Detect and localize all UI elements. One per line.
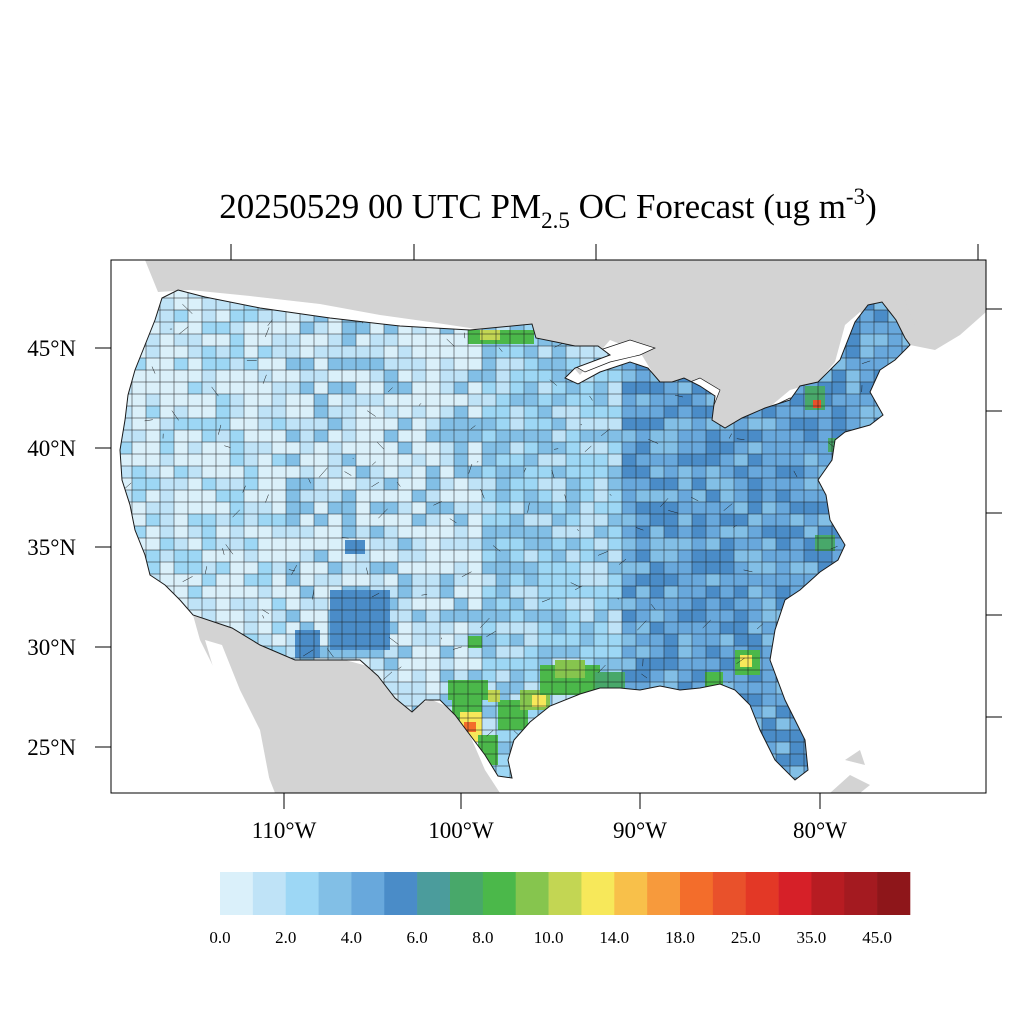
colorbar-swatch [450, 872, 484, 915]
colorbar-swatch [482, 872, 517, 915]
colorbar-tick-label: 35.0 [797, 928, 827, 947]
colorbar-tick-label: 2.0 [275, 928, 296, 947]
title-superscript: -3 [846, 184, 865, 209]
colorbar-swatch [515, 872, 549, 915]
lon-label-100w: 100°W [428, 818, 494, 843]
colorbar-swatch [220, 872, 254, 915]
colorbar-tick-label: 0.0 [209, 928, 230, 947]
title-subscript: 2.5 [541, 208, 570, 233]
mexico-landmass [193, 615, 500, 793]
colorbar-swatch [384, 872, 418, 915]
colorbar-swatch [318, 872, 352, 915]
colorbar-swatch [745, 872, 779, 915]
canada-landmass [145, 260, 986, 458]
longitude-labels: 110°W 100°W 90°W 80°W [252, 818, 848, 843]
colorbar-swatch [844, 872, 878, 915]
colorbar-swatch [647, 872, 681, 915]
colorbar-tick-label: 8.0 [472, 928, 493, 947]
colorbar-swatch [581, 872, 615, 915]
left-ticks [95, 347, 111, 748]
colorbar-swatch [877, 872, 911, 915]
colorbar-swatch [252, 872, 287, 915]
colorbar-tick-label: 45.0 [862, 928, 892, 947]
colorbar-swatch [811, 872, 845, 915]
latitude-labels: 25°N 30°N 35°N 40°N 45°N [27, 336, 76, 760]
lat-label-45: 45°N [27, 336, 76, 361]
bottom-ticks [283, 793, 821, 809]
colorbar-swatch [712, 872, 747, 915]
top-ticks [230, 244, 979, 260]
lat-label-40: 40°N [27, 436, 76, 461]
baja-water [205, 640, 272, 793]
colorbar-swatch [548, 872, 582, 915]
colorbar-swatch [614, 872, 648, 915]
colorbar-tick-label: 10.0 [534, 928, 564, 947]
colorbar-tick-label: 18.0 [665, 928, 695, 947]
lon-label-90w: 90°W [613, 818, 667, 843]
map-panel [111, 260, 986, 793]
colorbar-swatch [778, 872, 812, 915]
colorbar-tick-label: 4.0 [341, 928, 362, 947]
island-landmass [925, 270, 980, 300]
lat-label-35: 35°N [27, 535, 76, 560]
colorbar-tick-label: 6.0 [406, 928, 427, 947]
lon-label-80w: 80°W [793, 818, 847, 843]
colorbar-labels: 0.0 2.0 4.0 6.0 8.0 10.0 14.0 18.0 25.0 35.0 45.0 [209, 928, 892, 947]
right-ticks [986, 308, 1002, 718]
colorbar-swatch [285, 872, 319, 915]
caribbean-landmass [830, 750, 870, 793]
map-frame [110, 259, 987, 794]
colorbar-tick-label: 14.0 [599, 928, 629, 947]
colorbar-swatch [351, 872, 385, 915]
colorbar-swatch [417, 872, 451, 915]
map-title: 20250529 00 UTC PM2.5 OC Forecast (ug m-… [219, 184, 877, 233]
colorbar-swatch [680, 872, 714, 915]
colorbar-tick-label: 25.0 [731, 928, 761, 947]
lat-label-25: 25°N [27, 735, 76, 760]
us-outline [119, 289, 911, 781]
colorbar [220, 872, 911, 915]
lon-label-110w: 110°W [252, 818, 317, 843]
lat-label-30: 30°N [27, 635, 76, 660]
